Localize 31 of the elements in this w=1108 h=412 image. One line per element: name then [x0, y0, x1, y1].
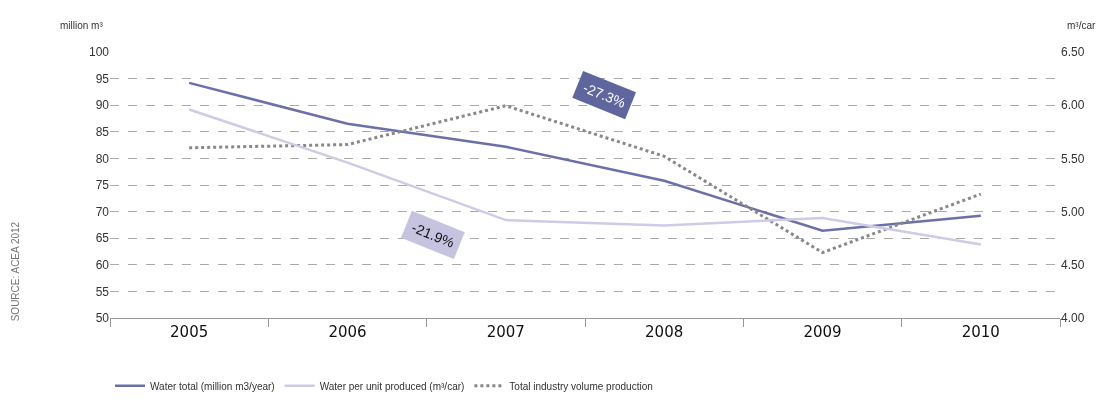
- legend-label: Water per unit produced (m³/car): [319, 380, 465, 392]
- y2-tick-label: 6.00: [1061, 98, 1085, 113]
- y-tick-label: 100: [88, 45, 110, 60]
- x-tick-label: 2006: [328, 323, 367, 341]
- y-tick-label: 50: [95, 311, 110, 326]
- y2-axis-title: m³/car: [1067, 20, 1096, 31]
- x-tick-label: 2010: [961, 323, 1000, 341]
- x-tick-label: 2008: [645, 323, 684, 341]
- y-tick-label: 85: [95, 125, 110, 139]
- y-axis-title: million m³: [60, 20, 104, 31]
- y-tick-label: 65: [95, 231, 110, 246]
- y-tick-label: 60: [95, 258, 110, 272]
- x-tick-label: 2007: [486, 323, 525, 341]
- y-tick-label: 95: [95, 71, 110, 86]
- x-tick-label: 2005: [170, 323, 209, 341]
- x-tick-label: 2009: [803, 323, 842, 341]
- legend-label: Total industry volume production: [509, 380, 653, 392]
- y-tick-label: 75: [95, 178, 110, 193]
- y-tick-label: 55: [95, 284, 110, 299]
- y2-tick-label: 4.00: [1061, 311, 1085, 326]
- y2-tick-label: 4.50: [1061, 258, 1085, 272]
- annotation: -27.3%: [580, 79, 628, 111]
- y-tick-label: 70: [95, 204, 110, 219]
- y2-tick-label: 5.00: [1061, 204, 1085, 219]
- legend-label: Water total (million m3/year): [150, 380, 275, 392]
- source-note: SOURCE: ACEA 2012: [9, 221, 21, 322]
- annotation: -21.9%: [409, 219, 457, 251]
- y2-tick-label: 5.50: [1061, 151, 1085, 166]
- y-tick-label: 80: [95, 151, 110, 166]
- y2-tick-label: 6.50: [1061, 45, 1085, 60]
- y-tick-label: 90: [95, 98, 110, 113]
